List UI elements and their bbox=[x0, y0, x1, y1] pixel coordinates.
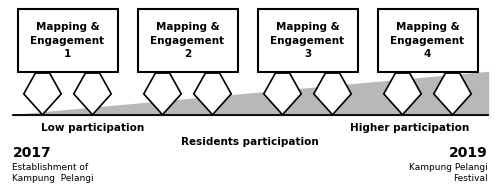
Text: 2019: 2019 bbox=[449, 146, 488, 160]
Polygon shape bbox=[194, 73, 231, 115]
Polygon shape bbox=[12, 72, 488, 115]
Text: Residents participation: Residents participation bbox=[181, 137, 319, 147]
Polygon shape bbox=[144, 73, 181, 115]
Polygon shape bbox=[314, 73, 351, 115]
Text: Low participation: Low participation bbox=[41, 123, 144, 133]
Text: Festival: Festival bbox=[453, 174, 488, 183]
Polygon shape bbox=[264, 73, 301, 115]
Polygon shape bbox=[74, 73, 111, 115]
FancyBboxPatch shape bbox=[18, 9, 117, 72]
Text: Mapping &
Engagement
2: Mapping & Engagement 2 bbox=[150, 23, 224, 59]
Polygon shape bbox=[384, 73, 421, 115]
FancyBboxPatch shape bbox=[138, 9, 237, 72]
Text: Establishment of: Establishment of bbox=[12, 163, 88, 172]
Polygon shape bbox=[24, 73, 61, 115]
Text: 2017: 2017 bbox=[12, 146, 51, 160]
Text: Kampung Pelangi: Kampung Pelangi bbox=[409, 163, 488, 172]
Text: Mapping &
Engagement
4: Mapping & Engagement 4 bbox=[390, 23, 464, 59]
FancyBboxPatch shape bbox=[258, 9, 358, 72]
Text: Kampung  Pelangi: Kampung Pelangi bbox=[12, 174, 94, 183]
Polygon shape bbox=[434, 73, 471, 115]
Text: Mapping &
Engagement
1: Mapping & Engagement 1 bbox=[30, 23, 104, 59]
FancyBboxPatch shape bbox=[378, 9, 478, 72]
Text: Higher participation: Higher participation bbox=[350, 123, 470, 133]
Text: Mapping &
Engagement
3: Mapping & Engagement 3 bbox=[270, 23, 344, 59]
